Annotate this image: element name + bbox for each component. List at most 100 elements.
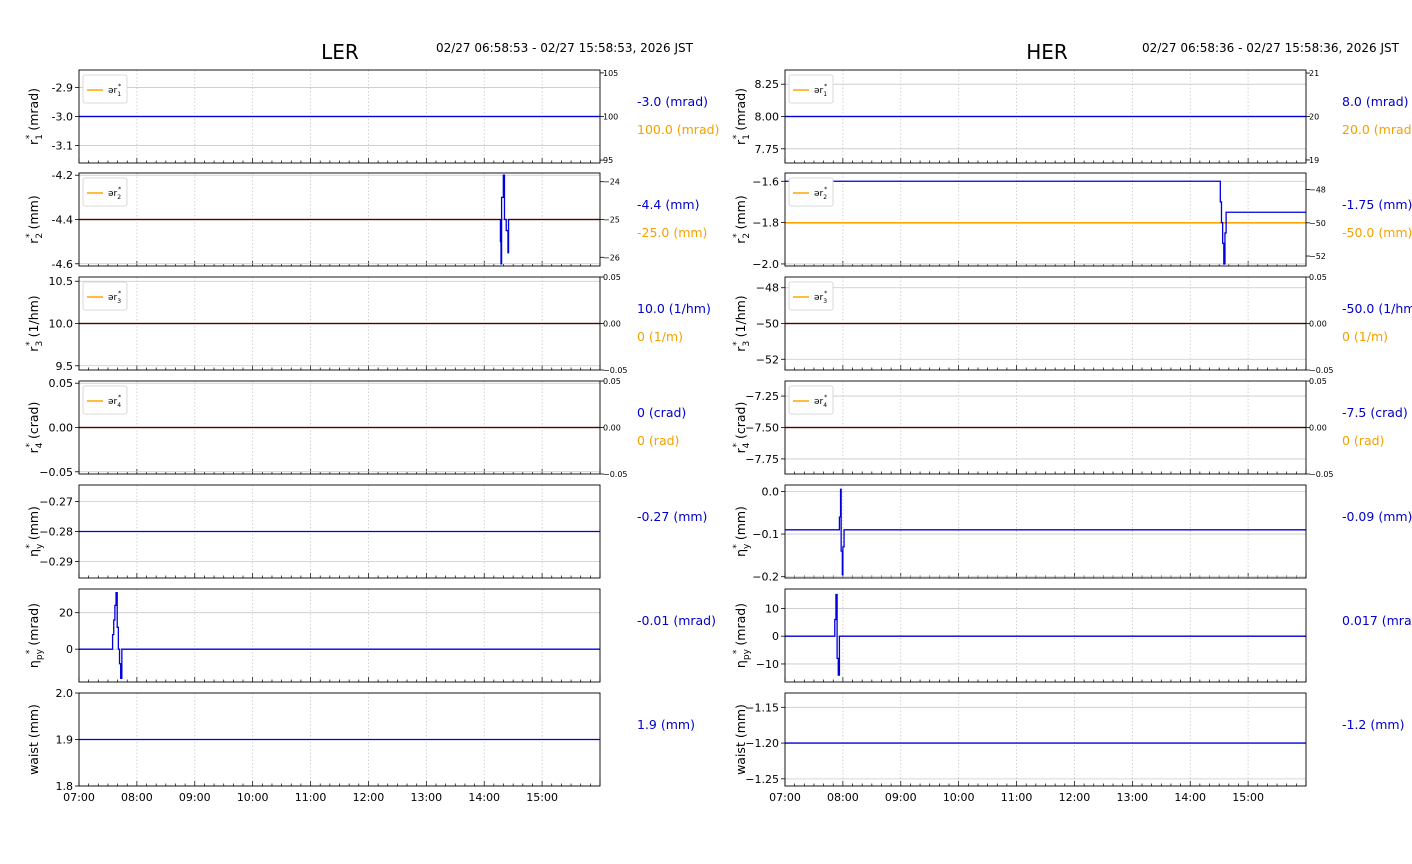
y-tick-label: −2.0: [752, 258, 779, 271]
y-axis-label: ηy* (mm): [732, 506, 752, 557]
x-tick-label: 07:00: [63, 791, 95, 804]
x-tick-label: 11:00: [295, 791, 327, 804]
legend: ər4*: [788, 385, 834, 415]
right-tick-label: 105: [603, 69, 618, 78]
series-line: [785, 593, 1306, 676]
right-tick-label: 0.00: [1309, 320, 1327, 329]
legend-box: [788, 385, 834, 415]
panel-6: 20 0 ηpy* (mrad) -0.01 (mrad): [25, 588, 716, 683]
x-tick-label: 10:00: [237, 791, 269, 804]
legend-label: ər2*: [814, 186, 827, 201]
legend: ər3*: [82, 281, 128, 311]
y-tick-label: −1.25: [745, 773, 779, 786]
panel-frame: [784, 588, 1307, 683]
y-tick-label: −7.25: [745, 390, 779, 403]
y-axis-label: waist (mm): [26, 704, 41, 775]
y-tick-label: -3.0: [52, 111, 73, 124]
y-tick-label: 2.0: [56, 687, 74, 700]
value-label: -0.09 (mm): [1342, 509, 1412, 524]
legend-box: [788, 74, 834, 104]
legend-box: [788, 281, 834, 311]
value-label: 8.0 (mrad): [1342, 94, 1409, 109]
y-axis-label: waist (mm): [733, 704, 748, 775]
legend: ər2*: [788, 177, 834, 207]
value-label: -50.0 (mm): [1342, 225, 1412, 240]
x-tick-label: 14:00: [1174, 791, 1206, 804]
y-tick-label: -4.6: [52, 258, 73, 271]
y-tick-label: −0.29: [39, 556, 73, 569]
right-tick-label: 0.05: [1309, 273, 1327, 282]
panel-frame: [784, 380, 1307, 475]
x-tick-label: 13:00: [410, 791, 442, 804]
y-tick-label: −10: [756, 658, 779, 671]
series-line: [785, 180, 1306, 265]
y-tick-label: 9.5: [56, 360, 74, 373]
x-tick-label: 08:00: [121, 791, 153, 804]
y-axis-label: r3* (1/hm): [732, 295, 752, 351]
value-label: 100.0 (mrad): [637, 122, 719, 137]
value-label: -1.2 (mm): [1342, 717, 1404, 732]
right-tick-label: −48: [1309, 186, 1326, 195]
y-axis-label: r1* (mrad): [25, 88, 45, 145]
y-tick-label: -3.1: [52, 140, 73, 153]
panel-3: −48 −50 −52 0.05 0.00 −0.05 ər3* r3* (1/hm) -50.…: [732, 273, 1412, 375]
series-line: [79, 174, 600, 265]
y-tick-label: -2.9: [52, 81, 73, 94]
y-tick-label: 0.00: [49, 422, 74, 435]
right-tick-label: 20: [1309, 113, 1319, 122]
panel-2: −1.6 −1.8 −2.0 −48 −50 −52 ər2* r2* (mm) -1.75 (…: [732, 172, 1412, 271]
right-tick-label: −0.05: [603, 366, 628, 375]
value-label: 0.017 (mrad): [1342, 613, 1412, 628]
panel-frame: [784, 692, 1307, 787]
panel-4: 0.05 0.00 −0.05 0.05 0.00 −0.05 ər4* r4* (crad)…: [25, 377, 686, 479]
y-tick-label: −50: [756, 318, 779, 331]
legend-label: ər3*: [814, 290, 827, 305]
panel-1: 8.25 8.00 7.75 21 20 19 ər1* r1* (mrad) 8.0 (mra…: [732, 69, 1412, 165]
value-label: 10.0 (1/hm): [637, 301, 711, 316]
right-tick-label: 0.00: [603, 320, 621, 329]
x-tick-label: 14:00: [468, 791, 500, 804]
y-tick-label: 10: [765, 602, 779, 615]
panel-1: -2.9 -3.0 -3.1 105 100 95 ər1* r1* (mrad) -3.0 (…: [25, 69, 719, 165]
right-tick-label: −26: [603, 253, 620, 262]
legend-label: ər4*: [108, 394, 121, 409]
x-tick-label: 15:00: [1232, 791, 1264, 804]
panel-4: −7.25 −7.50 −7.75 0.05 0.00 −0.05 ər4* r4* (cra…: [732, 377, 1408, 479]
right-tick-label: −0.05: [1309, 366, 1334, 375]
right-tick-label: 19: [1309, 156, 1319, 165]
right-tick-label: 0.00: [603, 424, 621, 433]
value-label: 20.0 (mrad): [1342, 122, 1412, 137]
right-tick-label: 95: [603, 156, 613, 165]
right-tick-label: 21: [1309, 69, 1319, 78]
right-tick-label: −0.05: [1309, 470, 1334, 479]
right-tick-label: 100: [603, 113, 618, 122]
panel-frame: [784, 172, 1307, 267]
value-label: -0.27 (mm): [637, 509, 707, 524]
legend-box: [82, 177, 128, 207]
x-tick-label: 15:00: [526, 791, 558, 804]
panel-5: 0.0 −0.1 −0.2 ηy* (mm) -0.09 (mm): [732, 484, 1412, 584]
value-label: 0 (1/m): [637, 329, 683, 344]
legend-box: [82, 281, 128, 311]
x-tick-label: 10:00: [943, 791, 975, 804]
y-axis-label: ηpy* (mrad): [732, 603, 752, 668]
panel-frame: [78, 276, 601, 371]
x-tick-label: 09:00: [885, 791, 917, 804]
right-tick-label: −50: [1309, 219, 1326, 228]
panel-6: 10 0 −10 ηpy* (mrad) 0.017 (mrad): [732, 588, 1412, 683]
legend-box: [82, 385, 128, 415]
value-label: 1.9 (mm): [637, 717, 695, 732]
right-tick-label: 0.05: [1309, 377, 1327, 386]
time-range-label: 02/27 06:58:36 - 02/27 15:58:36, 2026 JS…: [1142, 41, 1400, 55]
y-tick-label: 0.05: [49, 377, 74, 390]
y-tick-label: 8.00: [755, 111, 780, 124]
figure-ler: LER 02/27 06:58:53 - 02/27 15:58:53, 2026…: [25, 40, 719, 804]
value-label: -25.0 (mm): [637, 225, 707, 240]
legend-box: [82, 74, 128, 104]
x-tick-label: 11:00: [1001, 791, 1033, 804]
y-tick-label: 0: [772, 630, 779, 643]
panel-frame: [78, 588, 601, 683]
panel-frame: [78, 692, 601, 787]
x-tick-label: 12:00: [1059, 791, 1091, 804]
